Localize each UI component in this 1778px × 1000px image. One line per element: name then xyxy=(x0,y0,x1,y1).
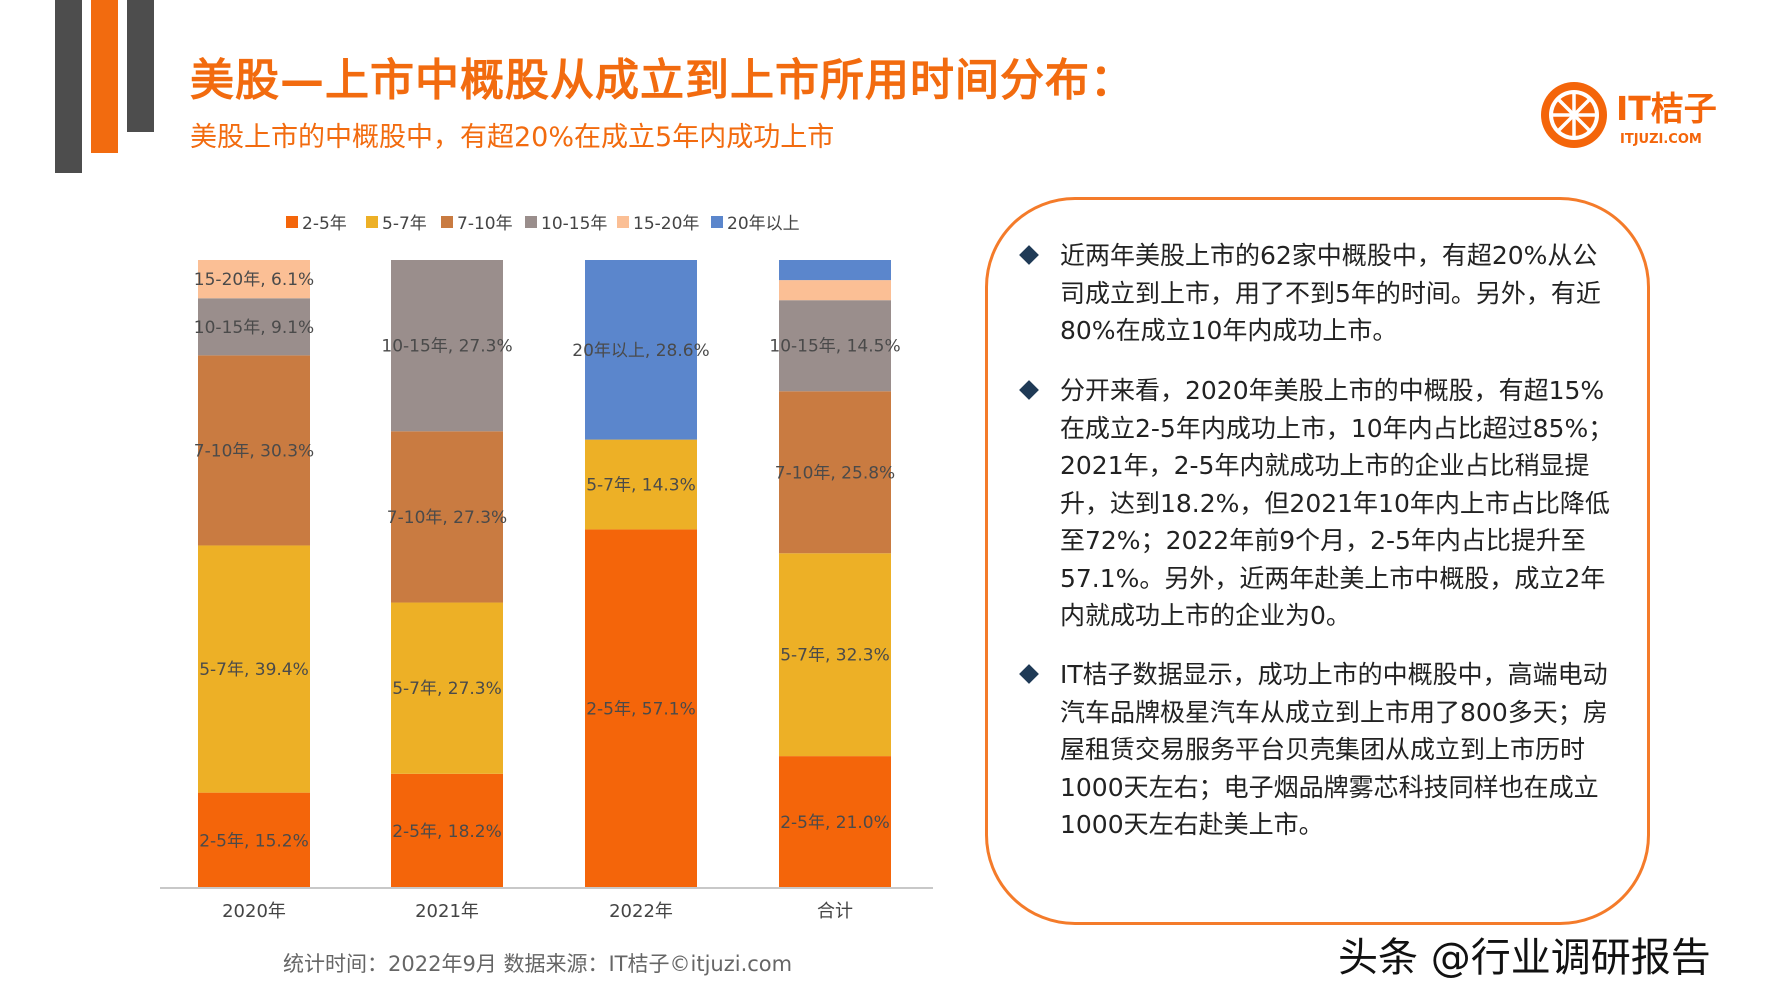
legend-swatch xyxy=(617,216,629,228)
info-bullet-text: 分开来看，2020年美股上市的中概股，有超15%在成立2-5年内成功上市，10年… xyxy=(1060,376,1614,630)
decor-bar-dark-1 xyxy=(55,0,82,173)
data-label: 10-15年, 9.1% xyxy=(194,318,314,338)
legend-label: 7-10年 xyxy=(457,214,513,234)
legend-swatch xyxy=(711,216,723,228)
data-label: 2-5年, 18.2% xyxy=(392,822,502,842)
bar-segment xyxy=(198,792,310,888)
data-label: 10-15年, 27.3% xyxy=(381,337,512,357)
diamond-bullet-icon xyxy=(1019,380,1039,400)
page-title: 美股—上市中概股从成立到上市所用时间分布： xyxy=(190,55,1135,106)
bar-segment xyxy=(391,773,503,888)
bar-segment xyxy=(585,529,697,888)
bar-segment xyxy=(198,545,310,793)
bar-segment xyxy=(391,602,503,774)
info-bullet-2: 分开来看，2020年美股上市的中概股，有超15%在成立2-5年内成功上市，10年… xyxy=(1019,372,1622,635)
legend-swatch xyxy=(366,216,378,228)
bar-segment xyxy=(779,280,891,301)
info-bullet-text: IT桔子数据显示，成功上市的中概股中，高端电动汽车品牌极星汽车从成立到上市用了8… xyxy=(1060,660,1608,839)
legend-swatch xyxy=(525,216,537,228)
legend-label: 5-7年 xyxy=(382,214,427,234)
bar-segment xyxy=(779,260,891,281)
bar-segment xyxy=(779,391,891,554)
legend-label: 20年以上 xyxy=(727,214,800,234)
chart-legend: 2-5年 5-7年 7-10年 10-15年 15-20年 20年以上 xyxy=(286,214,800,234)
chart-data-labels: 2-5年, 15.2% 5-7年, 39.4% 7-10年, 30.3% 10-15年… xyxy=(194,270,901,851)
data-label: 20年以上, 28.6% xyxy=(572,341,709,361)
legend-label: 10-15年 xyxy=(541,214,607,234)
legend-label: 2-5年 xyxy=(302,214,347,234)
source-note: 统计时间：2022年9月 数据来源：IT桔子©itjuzi.com xyxy=(283,952,793,976)
data-label: 7-10年, 25.8% xyxy=(775,463,895,483)
orange-slice-icon xyxy=(1541,82,1607,148)
brand-logo: IT桔子 ITJUZI.COM xyxy=(1540,78,1740,152)
diamond-bullet-icon xyxy=(1019,245,1039,265)
data-label: 5-7年, 14.3% xyxy=(586,476,696,496)
data-label: 2-5年, 21.0% xyxy=(780,813,890,833)
data-label: 2-5年, 57.1% xyxy=(586,700,696,720)
x-tick-label: 合计 xyxy=(817,901,853,922)
info-bullet-3: IT桔子数据显示，成功上市的中概股中，高端电动汽车品牌极星汽车从成立到上市用了8… xyxy=(1019,656,1622,844)
info-bullet-1: 近两年美股上市的62家中概股中，有超20%从公司成立到上市，用了不到5年的时间。… xyxy=(1019,237,1622,350)
data-label: 10-15年, 14.5% xyxy=(769,337,900,357)
bar-segment xyxy=(779,553,891,757)
logo-domain: ITJUZI.COM xyxy=(1620,132,1702,147)
bar-segment xyxy=(198,298,310,356)
logo-name: IT桔子 xyxy=(1616,89,1717,128)
stacked-bar-chart: 2-5年 5-7年 7-10年 10-15年 15-20年 20年以上 2-5年, 15.… xyxy=(160,214,933,922)
chart-bars xyxy=(198,260,891,888)
x-tick-label: 2021年 xyxy=(415,901,479,922)
bar-segment xyxy=(391,431,503,603)
bar-segment xyxy=(198,355,310,546)
x-tick-label: 2020年 xyxy=(222,901,286,922)
legend-swatch xyxy=(286,216,298,228)
legend-label: 15-20年 xyxy=(633,214,699,234)
data-label: 5-7年, 27.3% xyxy=(392,679,502,699)
decor-bar-orange xyxy=(91,0,118,153)
bar-segment xyxy=(779,300,891,392)
data-label: 5-7年, 39.4% xyxy=(199,660,309,680)
bar-segment xyxy=(779,756,891,888)
info-box xyxy=(985,197,1650,925)
bar-segment xyxy=(585,439,697,530)
data-label: 15-20年, 6.1% xyxy=(194,270,314,290)
info-bullet-text: 近两年美股上市的62家中概股中，有超20%从公司成立到上市，用了不到5年的时间。… xyxy=(1060,241,1601,345)
watermark: 头条 @行业调研报告 xyxy=(1338,935,1711,981)
data-label: 5-7年, 32.3% xyxy=(780,646,890,666)
x-tick-label: 2022年 xyxy=(609,901,673,922)
decor-bar-dark-2 xyxy=(127,0,154,132)
bar-segment xyxy=(391,260,503,432)
data-label: 2-5年, 15.2% xyxy=(199,831,309,851)
diamond-bullet-icon xyxy=(1019,664,1039,684)
data-label: 7-10年, 27.3% xyxy=(387,508,507,528)
data-label: 7-10年, 30.3% xyxy=(194,441,314,461)
bar-segment xyxy=(585,260,697,440)
x-axis-ticks: 2020年 2021年 2022年 合计 xyxy=(222,901,853,922)
bar-segment xyxy=(198,260,310,299)
page-subtitle: 美股上市的中概股中，有超20%在成立5年内成功上市 xyxy=(190,122,835,153)
legend-swatch xyxy=(441,216,453,228)
